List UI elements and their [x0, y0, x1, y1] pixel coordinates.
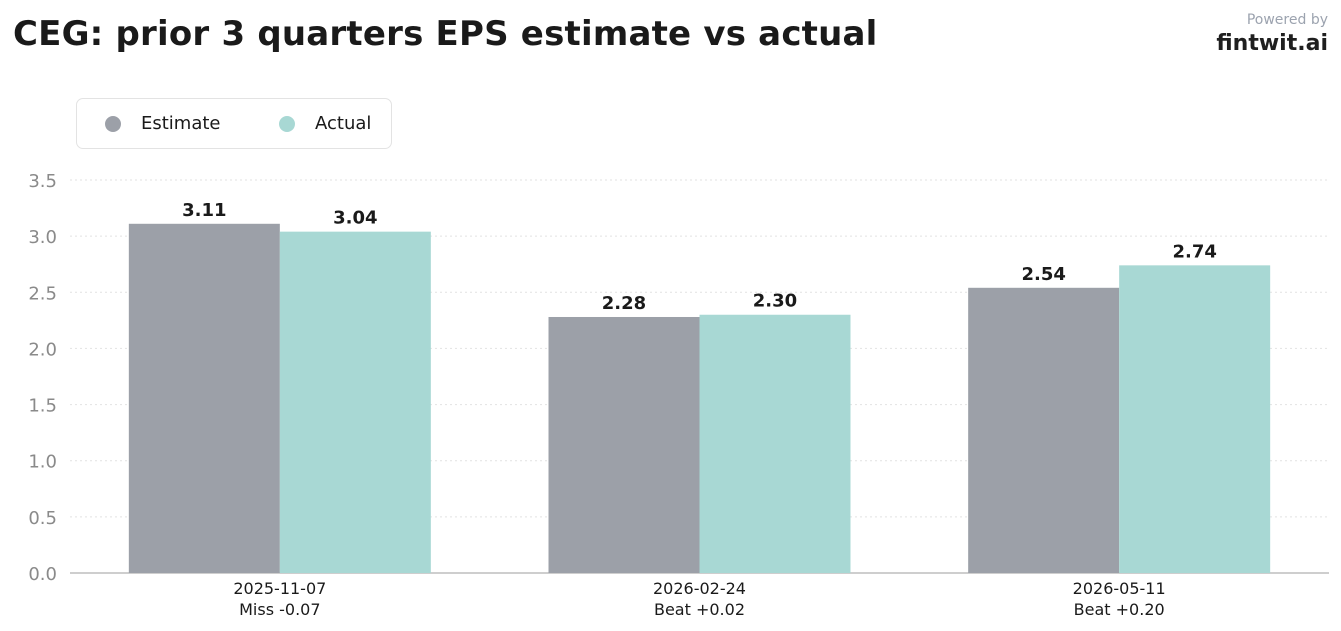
- powered-by-label: Powered by: [1246, 12, 1328, 28]
- bar-estimate-1[interactable]: [128, 223, 280, 573]
- data-label: 3.04: [333, 208, 377, 229]
- legend-item-estimate[interactable]: Estimate: [105, 99, 221, 148]
- bar-layer: [128, 223, 1271, 573]
- chart-legend: Estimate Actual: [76, 98, 392, 149]
- bar-actual-3[interactable]: [1119, 265, 1271, 573]
- x-tick-label: 2026-05-11: [1073, 579, 1166, 598]
- legend-label-estimate: Estimate: [141, 113, 221, 134]
- y-tick-label: 1.0: [28, 452, 57, 473]
- label-layer: 3.11 3.04 2025-11-07 Miss -0.07 2.28 2.30 2026…: [182, 200, 1217, 619]
- brand-name: fintwit.ai: [1216, 31, 1328, 56]
- bar-estimate-3[interactable]: [968, 287, 1120, 573]
- data-label: 2.28: [602, 293, 646, 314]
- x-tick-sublabel: Beat +0.20: [1074, 600, 1165, 619]
- y-tick-label: 0.5: [28, 508, 57, 529]
- y-tick-label: 3.5: [28, 171, 57, 192]
- chart-title: CEG: prior 3 quarters EPS estimate vs ac…: [13, 14, 878, 54]
- data-label: 2.30: [753, 291, 797, 312]
- y-tick-label: 3.0: [28, 227, 57, 248]
- brand-block: Powered by fintwit.ai: [1216, 11, 1328, 59]
- legend-swatch-actual: [279, 115, 295, 132]
- y-tick-label: 2.5: [28, 283, 57, 304]
- bar-actual-1[interactable]: [279, 231, 431, 573]
- bar-estimate-2[interactable]: [548, 316, 700, 573]
- x-tick-sublabel: Beat +0.02: [654, 600, 745, 619]
- data-label: 3.11: [182, 200, 226, 221]
- x-tick-label: 2025-11-07: [233, 579, 326, 598]
- x-tick-sublabel: Miss -0.07: [239, 600, 320, 619]
- y-tick-label: 2.0: [28, 339, 57, 360]
- legend-item-actual[interactable]: Actual: [279, 99, 371, 148]
- data-label: 2.74: [1172, 241, 1216, 262]
- y-tick-label: 0.0: [28, 564, 57, 585]
- legend-label-actual: Actual: [315, 113, 372, 134]
- data-label: 2.54: [1021, 264, 1065, 285]
- legend-swatch-estimate: [105, 115, 121, 132]
- bar-actual-2[interactable]: [699, 314, 851, 573]
- x-tick-label: 2026-02-24: [653, 579, 746, 598]
- y-tick-label: 1.5: [28, 396, 57, 417]
